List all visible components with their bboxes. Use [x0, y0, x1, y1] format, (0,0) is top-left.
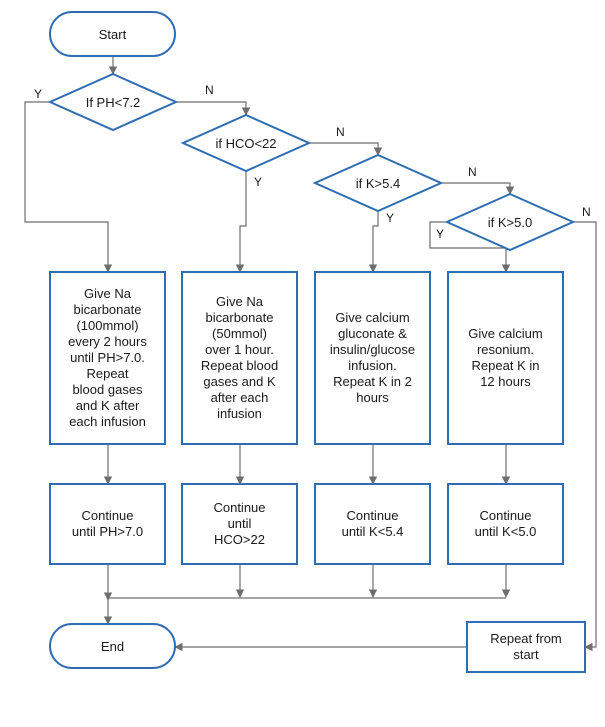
svg-text:blood gases: blood gases — [72, 382, 143, 397]
svg-text:(50mmol): (50mmol) — [212, 326, 267, 341]
svg-text:HCO>22: HCO>22 — [214, 532, 265, 547]
node-r2: ContinueuntilHCO>22 — [182, 484, 297, 564]
svg-text:over 1 hour.: over 1 hour. — [205, 342, 274, 357]
svg-text:Repeat blood: Repeat blood — [201, 358, 278, 373]
d1-no-label: N — [205, 83, 214, 97]
svg-text:infusion: infusion — [217, 406, 262, 421]
svg-text:until K<5.0: until K<5.0 — [475, 524, 537, 539]
d3-no-label: N — [468, 165, 477, 179]
svg-text:every 2 hours: every 2 hours — [68, 334, 147, 349]
edge-d1-no-to-d2 — [176, 102, 246, 115]
svg-text:Repeat: Repeat — [87, 366, 129, 381]
d1-yes-label: Y — [34, 87, 42, 101]
node-r1: Continueuntil PH>7.0 — [50, 484, 165, 564]
node-d4: if K>5.0 — [447, 194, 573, 250]
svg-text:if HCO<22: if HCO<22 — [215, 136, 276, 151]
svg-text:after each: after each — [211, 390, 269, 405]
svg-text:until: until — [228, 516, 252, 531]
node-d1: If PH<7.2 — [50, 74, 176, 130]
svg-text:start: start — [513, 647, 539, 662]
node-d3: if K>5.4 — [315, 155, 441, 211]
svg-text:gases and K: gases and K — [203, 374, 276, 389]
node-start: Start — [50, 12, 175, 56]
svg-text:Repeat K in 2: Repeat K in 2 — [333, 374, 412, 389]
node-d2: if HCO<22 — [183, 115, 309, 171]
svg-text:if K>5.4: if K>5.4 — [356, 176, 400, 191]
svg-text:Continue: Continue — [81, 508, 133, 523]
svg-text:bicarbonate: bicarbonate — [206, 310, 274, 325]
svg-text:insulin/glucose: insulin/glucose — [330, 342, 415, 357]
d4-yes-label: Y — [436, 227, 444, 241]
svg-text:Repeat K in: Repeat K in — [472, 358, 540, 373]
node-repeat: Repeat fromstart — [467, 622, 585, 672]
edge-d3-no-to-d4 — [441, 183, 510, 194]
svg-text:gluconate &: gluconate & — [338, 326, 407, 341]
svg-text:resonium.: resonium. — [477, 342, 534, 357]
svg-text:Give calcium: Give calcium — [335, 310, 409, 325]
d3-yes-label: Y — [386, 211, 394, 225]
flowchart-canvas: Start If PH<7.2 if HCO<22 if K>5.4 if K>5.0 G… — [0, 0, 605, 727]
d2-no-label: N — [336, 125, 345, 139]
svg-text:each infusion: each infusion — [69, 414, 146, 429]
svg-text:Give Na: Give Na — [84, 286, 132, 301]
node-r3: Continueuntil K<5.4 — [315, 484, 430, 564]
edge-d3-yes-to-p3 — [373, 211, 378, 272]
svg-text:until PH>7.0: until PH>7.0 — [72, 524, 143, 539]
svg-text:until PH>7.0.: until PH>7.0. — [70, 350, 145, 365]
node-end: End — [50, 624, 175, 668]
svg-text:End: End — [101, 639, 124, 654]
node-p4: Give calciumresonium.Repeat K in12 hours — [448, 272, 563, 444]
d2-yes-label: Y — [254, 175, 262, 189]
edge-d2-no-to-d3 — [309, 143, 378, 155]
node-r4: Continueuntil K<5.0 — [448, 484, 563, 564]
svg-text:Start: Start — [99, 27, 127, 42]
d4-no-label: N — [582, 205, 591, 219]
node-p2: Give Nabicarbonate(50mmol)over 1 hour.Re… — [182, 272, 297, 444]
node-p3: Give calciumgluconate &insulin/glucosein… — [315, 272, 430, 444]
svg-text:Repeat from: Repeat from — [490, 631, 562, 646]
svg-text:Give Na: Give Na — [216, 294, 264, 309]
svg-text:bicarbonate: bicarbonate — [74, 302, 142, 317]
svg-text:until K<5.4: until K<5.4 — [342, 524, 404, 539]
edge-d2-yes-to-p2 — [240, 171, 246, 272]
svg-text:Continue: Continue — [479, 508, 531, 523]
node-p1: Give Nabicarbonate(100mmol)every 2 hours… — [50, 272, 165, 444]
svg-text:If PH<7.2: If PH<7.2 — [86, 95, 141, 110]
svg-text:Give calcium: Give calcium — [468, 326, 542, 341]
svg-text:12 hours: 12 hours — [480, 374, 531, 389]
edge-d1-yes-to-p1 — [25, 102, 108, 272]
svg-text:hours: hours — [356, 390, 389, 405]
edge-d4-no-to-repeat — [573, 222, 596, 647]
svg-text:and K after: and K after — [76, 398, 140, 413]
svg-text:infusion.: infusion. — [348, 358, 396, 373]
svg-text:Continue: Continue — [346, 508, 398, 523]
svg-text:(100mmol): (100mmol) — [76, 318, 138, 333]
svg-text:if K>5.0: if K>5.0 — [488, 215, 532, 230]
svg-text:Continue: Continue — [213, 500, 265, 515]
